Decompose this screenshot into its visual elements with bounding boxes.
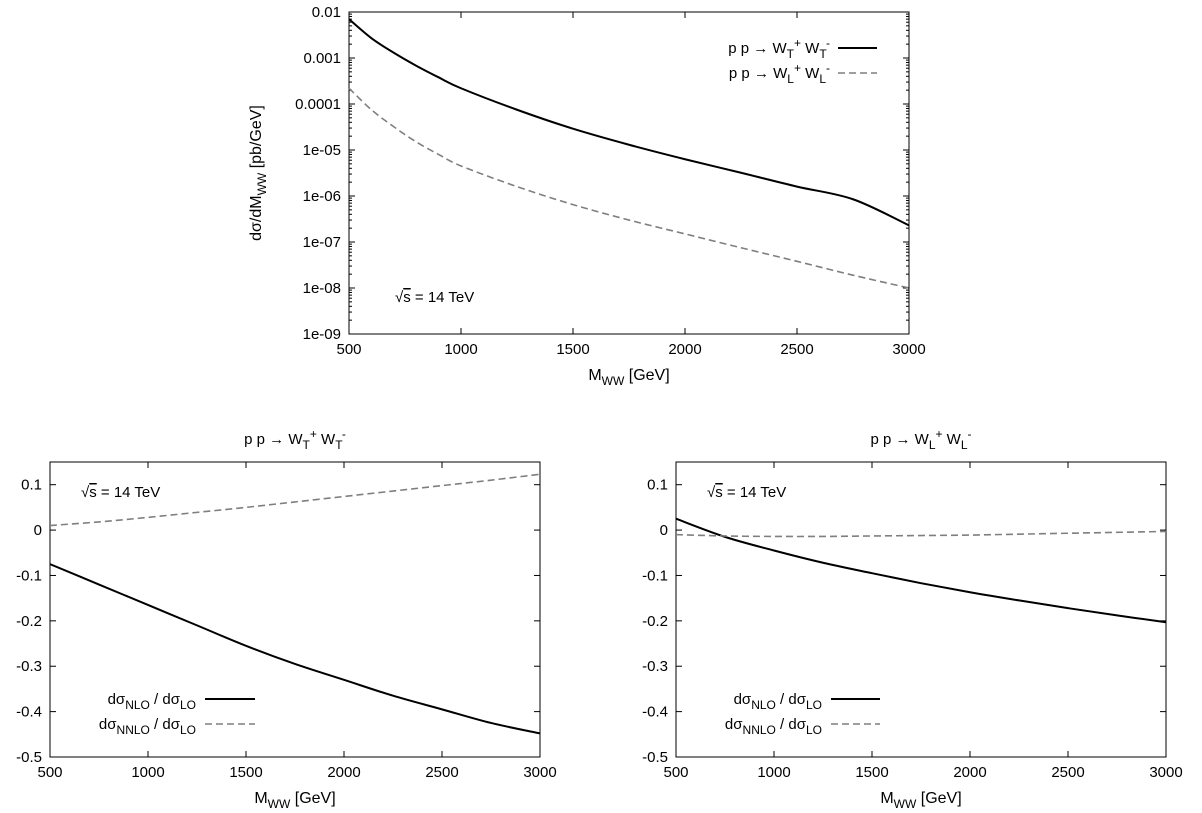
legend-label: p p → WL+ WL-​ xyxy=(729,61,830,86)
x-tick-label: 1500 xyxy=(855,764,888,781)
plot-frame xyxy=(675,461,1167,758)
chart-top: 500 1000 1500 2000 2500 3000 0.01 0.001 0.0001 1e… xyxy=(248,4,926,388)
chart-bottom-left: 500 1000 1500 2000 2500 3000 0.1 0 -0.1 -0.2 -0.3 -… xyxy=(16,427,557,811)
x-tick-label: 3000 xyxy=(523,764,556,781)
panel-title: p p → WT+ WT-​ xyxy=(244,427,346,452)
y-tick-label: 1e-07 xyxy=(303,234,341,251)
x-axis-label: MWW [GeV] xyxy=(254,790,335,811)
x-tick-label: 2500 xyxy=(780,341,813,358)
x-tick-label: 1000 xyxy=(444,341,477,358)
y-tick-label: 0.001 xyxy=(303,50,341,67)
x-tick-label: 2500 xyxy=(425,764,458,781)
y-tick-label: 0 xyxy=(660,522,668,539)
x-tick-label: 1000 xyxy=(131,764,164,781)
y-tick-label: -0.3 xyxy=(642,658,668,675)
y-tick-label: 0.0001 xyxy=(295,96,341,113)
series-line-b xyxy=(348,87,910,289)
x-axis-label: MWW [GeV] xyxy=(880,790,961,811)
x-tick-label: 2500 xyxy=(1051,764,1084,781)
energy-annotation: √s = 14 TeV xyxy=(395,289,474,306)
x-tick-label: 2000 xyxy=(953,764,986,781)
energy-annotation: √s = 14 TeV xyxy=(707,484,786,501)
y-tick-label: 0.1 xyxy=(647,477,668,494)
series-line-a xyxy=(49,563,541,735)
y-tick-label: 0 xyxy=(34,522,42,539)
legend-label: dσNLO / dσLO​ xyxy=(734,691,822,712)
x-tick-label: 500 xyxy=(37,764,62,781)
series-line-b xyxy=(675,530,1167,538)
x-tick-label: 3000 xyxy=(1149,764,1182,781)
y-tick-label: 0.1 xyxy=(21,477,42,494)
y-tick-label: 1e-05 xyxy=(303,142,341,159)
y-tick-label: -0.5 xyxy=(642,749,668,766)
energy-annotation: √s = 14 TeV xyxy=(81,484,160,501)
legend-label: dσNLO / dσLO​ xyxy=(108,691,196,712)
x-tick-label: 500 xyxy=(336,341,361,358)
y-tick-label: 1e-06 xyxy=(303,188,341,205)
legend-label: p p → WT+ WT-​ xyxy=(728,36,830,61)
x-tick-label: 3000 xyxy=(892,341,925,358)
y-tick-label: -0.1 xyxy=(642,567,668,584)
y-tick-label: -0.2 xyxy=(642,613,668,630)
series-line-a xyxy=(348,18,910,227)
y-tick-label: 0.01 xyxy=(312,4,341,21)
x-tick-label: 500 xyxy=(663,764,688,781)
plot-frame xyxy=(348,11,910,335)
y-tick-label: 1e-09 xyxy=(303,326,341,343)
legend: dσNLO / dσLO​ dσNNLO / dσLO​ xyxy=(725,691,880,737)
x-tick-label: 1500 xyxy=(229,764,262,781)
legend-label: dσNNLO / dσLO​ xyxy=(725,716,822,737)
y-tick-label: -0.3 xyxy=(16,658,42,675)
chart-bottom-right: 500 1000 1500 2000 2500 3000 0.1 0 -0.1 -0.2 -0.3 -… xyxy=(642,427,1183,811)
legend-label: dσNNLO / dσLO​ xyxy=(99,716,196,737)
series-line-a xyxy=(675,517,1167,624)
panel-title: p p → WL+ WL-​ xyxy=(870,427,971,452)
y-tick-label: -0.4 xyxy=(16,704,42,721)
legend: p p → WT+ WT-​p p → WL+ WL-​ xyxy=(728,36,877,86)
x-tick-label: 1500 xyxy=(556,341,589,358)
x-tick-label: 2000 xyxy=(327,764,360,781)
plot-frame xyxy=(49,461,541,758)
legend: dσNLO / dσLO​ dσNNLO / dσLO​ xyxy=(99,691,255,737)
y-axis-label: dσ/dMWW [pb/GeV] xyxy=(248,105,269,241)
x-tick-label: 2000 xyxy=(668,341,701,358)
y-tick-label: -0.2 xyxy=(16,613,42,630)
y-tick-label: -0.1 xyxy=(16,567,42,584)
y-tick-label: -0.5 xyxy=(16,749,42,766)
x-tick-label: 1000 xyxy=(757,764,790,781)
x-axis-label: MWW [GeV] xyxy=(588,367,669,388)
series-line-b xyxy=(49,473,541,527)
y-tick-label: -0.4 xyxy=(642,704,668,721)
y-tick-label: 1e-08 xyxy=(303,280,341,297)
